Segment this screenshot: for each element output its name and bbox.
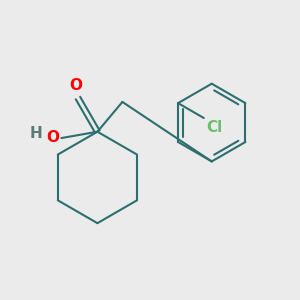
Text: O: O	[46, 130, 59, 145]
Text: O: O	[69, 78, 82, 93]
Text: Cl: Cl	[206, 120, 222, 135]
Text: H: H	[29, 126, 42, 141]
